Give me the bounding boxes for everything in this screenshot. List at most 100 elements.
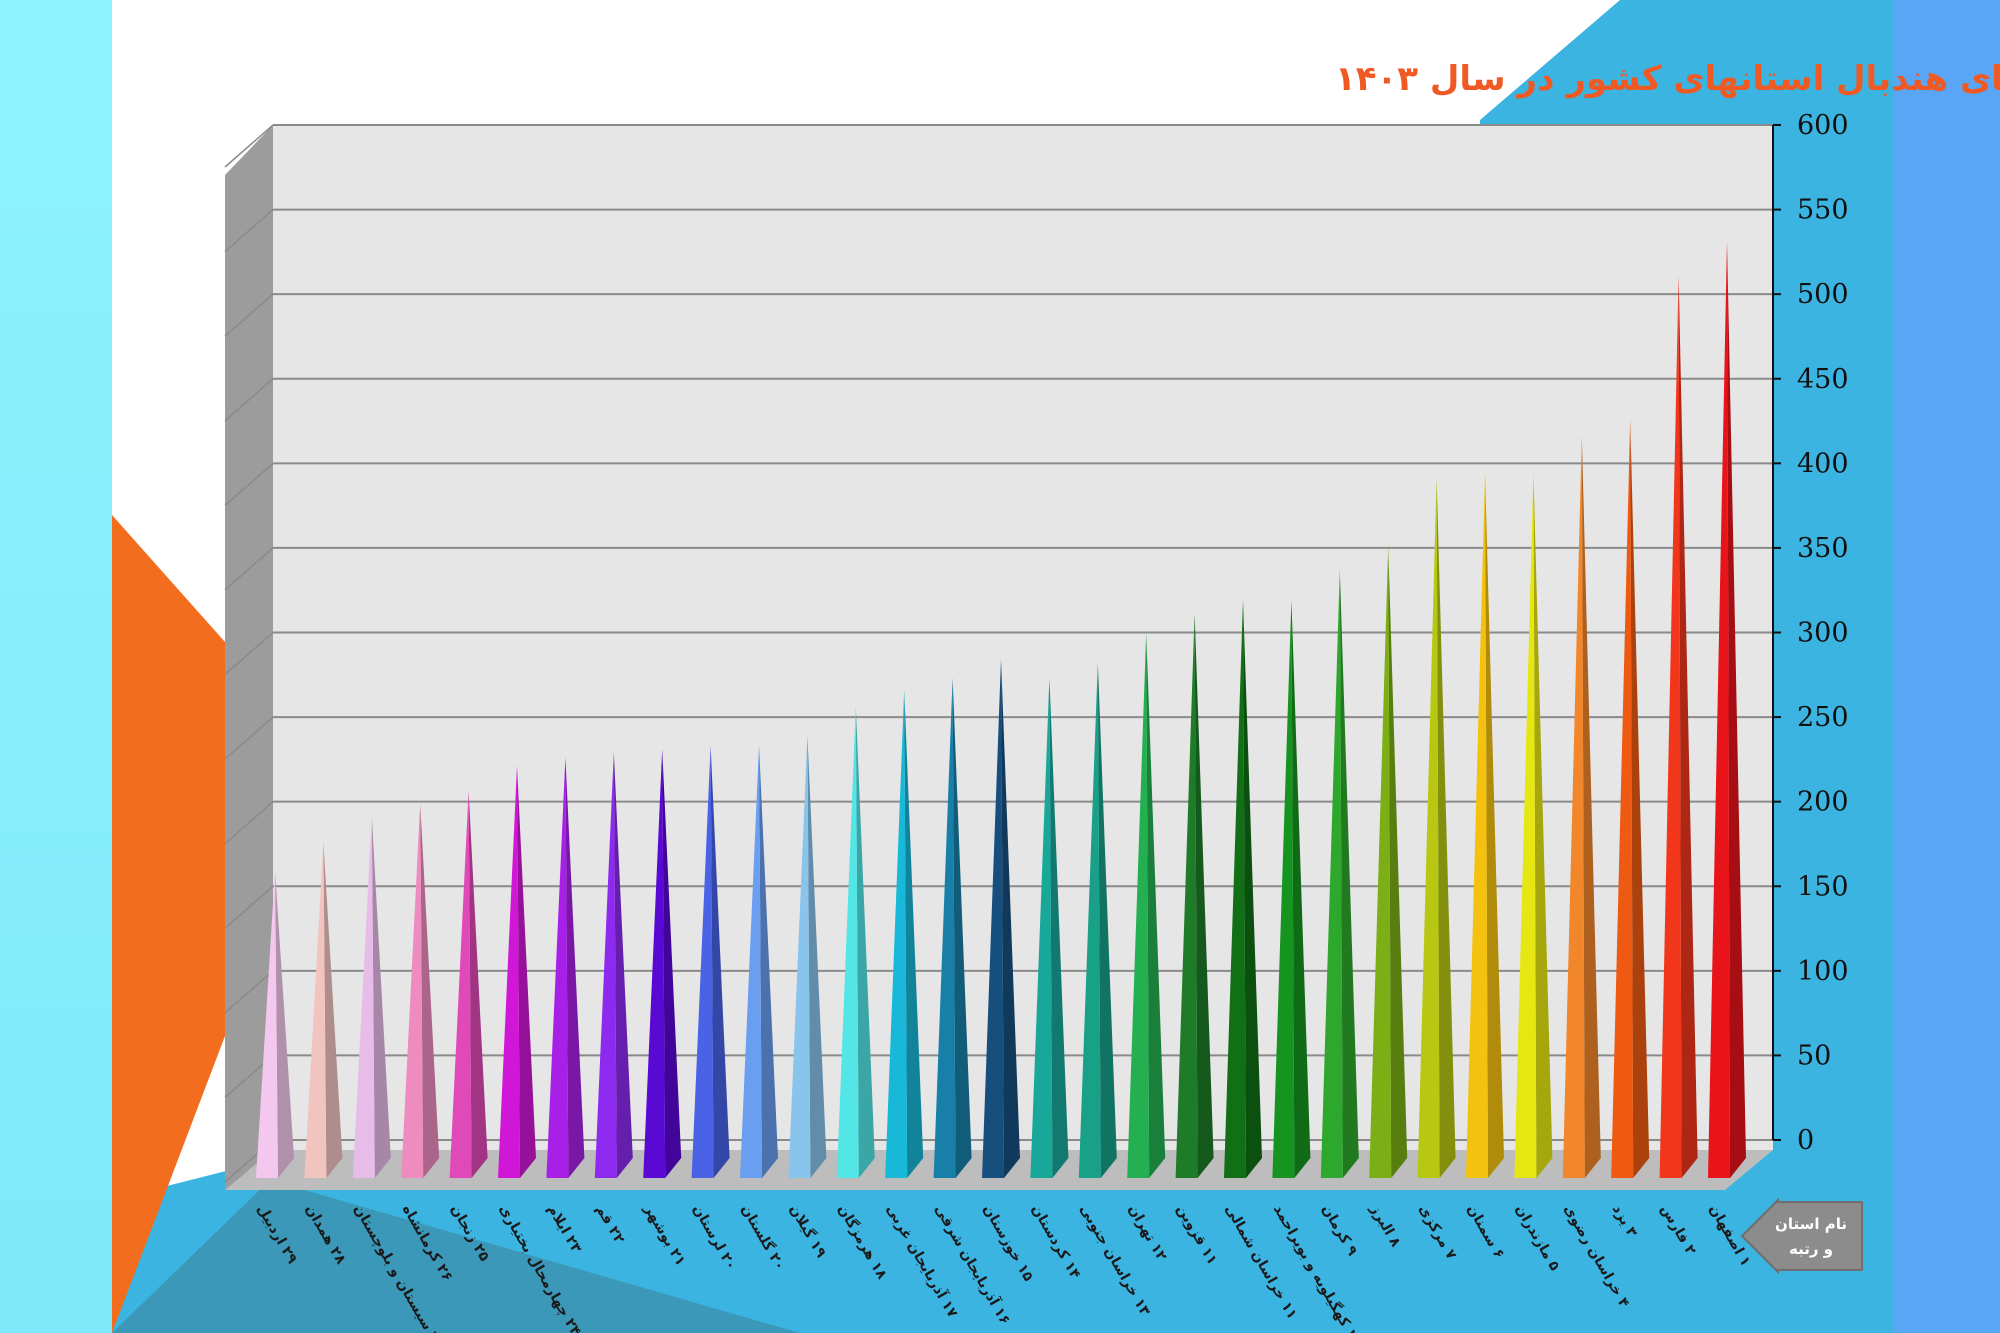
bar-face-right [1533,473,1553,1178]
y-tick-label: 450 [1797,364,1849,395]
bar-face-left [498,765,520,1178]
bar-face-left [1127,632,1150,1178]
bar-face-left [352,816,375,1178]
bar-face-right [1388,545,1408,1178]
bar-face-right [517,765,536,1178]
bar-face-right [662,748,682,1178]
bar-face-right [1243,600,1262,1178]
bar-face-left [1175,613,1198,1178]
y-tick-label: 550 [1797,195,1849,226]
bar-face-left [1078,662,1101,1178]
bar [1175,613,1214,1178]
y-tick-label: 400 [1797,448,1849,479]
bar [1078,662,1117,1178]
bar [546,757,585,1178]
bar-face-left [1224,600,1246,1178]
bar-face-left [836,706,859,1178]
bar-face-left [885,689,908,1178]
bar-face-right [1678,275,1698,1178]
y-tick-label: 200 [1797,787,1849,818]
bar [836,706,875,1178]
y-tick-label: 0 [1797,1125,1814,1156]
bar-face-right [710,745,730,1178]
bar [643,748,682,1178]
bar-face-left [1659,275,1682,1178]
bar-face-right [1049,677,1069,1178]
bar [401,803,440,1178]
y-tick-label: 100 [1797,956,1849,987]
grid-side-line [224,801,274,845]
bar [933,677,972,1178]
bar [1127,632,1166,1178]
bar [1466,473,1504,1178]
bar-face-right [1630,419,1650,1179]
bar [256,870,294,1178]
bar [691,745,730,1178]
y-tick-label: 150 [1797,871,1849,902]
bar-face-left [449,791,472,1178]
bar-face-right [1581,435,1601,1178]
bar-face-left [1272,600,1295,1178]
bar-face-right [1727,241,1746,1178]
bar [1708,241,1746,1178]
bar-face-right [1001,659,1020,1178]
y-tick-label: 350 [1797,533,1849,564]
bar [788,735,827,1178]
bar-face-left [1708,241,1730,1178]
right-background-strip [1893,0,2000,1333]
grid-side-line [224,124,274,168]
grid-side-line [224,970,274,1014]
bar-face-right [371,816,391,1178]
bar [885,689,924,1178]
bar-face-left [1030,677,1053,1178]
bar-face-right [1485,473,1504,1178]
grid-side-line [224,631,274,676]
bar [1030,677,1069,1178]
bar-face-right [759,745,778,1178]
bar-face-left [1514,473,1537,1178]
bar-face-right [855,706,875,1178]
bar-face-left [594,752,617,1178]
chart-title: نمودار ارزیابی عملکرد هیئتهای هندبال است… [1335,59,2000,99]
bar [352,816,391,1178]
y-tick-label: 300 [1797,618,1849,649]
bar [449,791,488,1178]
grid-side-line [224,293,274,337]
y-tick-label: 250 [1797,702,1849,733]
bar [304,841,343,1178]
left-background-strip [0,0,112,1333]
bar-face-right [420,803,440,1178]
bar-face-left [1611,419,1634,1179]
bar-face-right [1097,662,1117,1178]
bar-face-left [304,841,327,1178]
bar-face-left [1369,545,1392,1178]
bar-face-left [982,659,1004,1178]
bar-face-left [691,745,714,1178]
bg-dark-teal-corner [112,1180,800,1333]
bar-face-left [740,745,762,1178]
grid-side-line [224,885,274,929]
y-tick-label: 500 [1797,279,1849,310]
grid-side-line [224,547,274,591]
bar-face-right [565,757,585,1178]
bar-face-right [807,735,827,1178]
bar-face-left [1562,435,1585,1178]
grid-side-line [224,462,274,506]
axis-label-arrow-text: نام استان و رتبه [1765,1212,1857,1262]
bar-face-left [788,735,811,1178]
y-tick-label: 50 [1797,1040,1831,1071]
bar-face-left [643,748,666,1178]
chart-side-wall [225,125,273,1190]
bar [1417,478,1456,1178]
chart-back-wall [273,125,1773,1150]
bar-face-right [1194,613,1214,1178]
arrow-label-line1: نام استان [1775,1215,1847,1233]
bar-face-left [401,803,424,1178]
bar [1514,473,1553,1178]
bar [1562,435,1601,1178]
axis-label-arrow [1740,1197,1863,1275]
bar-face-left [546,757,569,1178]
bar [740,745,778,1178]
bars-group [256,241,1746,1179]
